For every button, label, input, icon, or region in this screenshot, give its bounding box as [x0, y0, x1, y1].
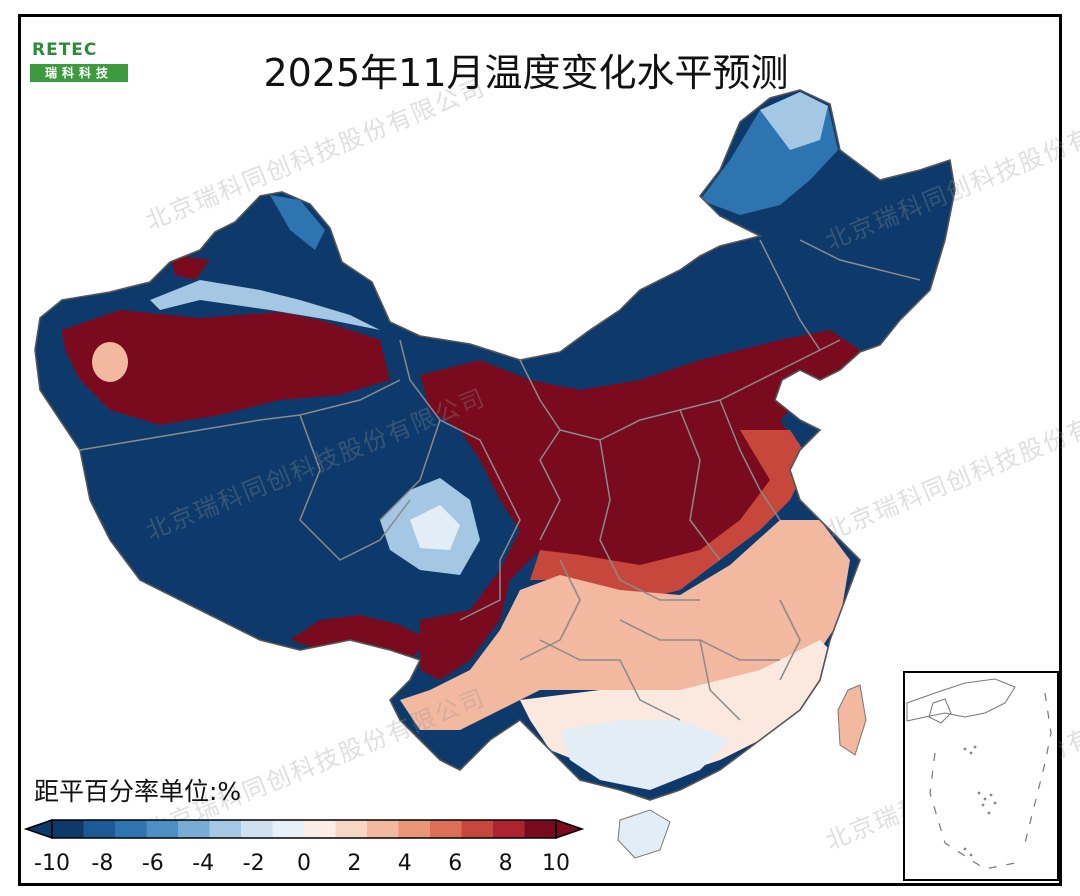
company-logo: RETEC 瑞科科技 [30, 40, 128, 84]
colorbar-segment [335, 820, 368, 838]
colorbar-tick-label: -8 [91, 851, 113, 876]
colorbar-tick-label: 8 [499, 851, 513, 876]
colorbar-segment [115, 820, 147, 838]
colorbar-segment [241, 820, 273, 838]
map-region-pale-blue-south [560, 720, 730, 790]
map-region-deep-red-north-strip [170, 255, 210, 280]
map-region-light-blue-north-xinjiang [150, 280, 380, 330]
legend-unit-label: 距平百分率单位:% [34, 777, 242, 806]
colorbar-segment [398, 820, 431, 838]
map-region-pale-hotspot [92, 342, 128, 382]
colorbar-tick-label: -6 [142, 851, 164, 876]
map-title: 2025年11月温度变化水平预测 [263, 51, 789, 95]
colorbar-arrow-high [555, 818, 585, 840]
colorbar-tick-label: 0 [297, 851, 311, 876]
colorbar-segment [524, 820, 557, 838]
colorbar-segment [178, 820, 210, 838]
logo-subtitle: 瑞科科技 [30, 64, 128, 82]
colorbar-tick-label: 4 [398, 851, 412, 876]
colorbar-segment [83, 820, 116, 838]
colorbar-ticks: -10 -8 -6 -4 -2 0 2 4 6 8 10 [34, 851, 570, 876]
taiwan-island [837, 684, 867, 756]
logo-wordmark: RETEC [32, 40, 98, 60]
colorbar-tick-label: -10 [34, 851, 70, 876]
colorbar-segment [272, 820, 305, 838]
colorbar-tick-label: 10 [542, 851, 570, 876]
colorbar-arrow-low [23, 818, 53, 840]
colorbar-tick-label: -2 [243, 851, 265, 876]
colorbar-tick-label: -4 [192, 851, 214, 876]
colorbar-segment [493, 820, 525, 838]
colorbar-tick-label: 6 [448, 851, 462, 876]
map-region-deep-red-central [420, 330, 860, 680]
map-region-light-blue-altai [270, 195, 325, 250]
province-borders [79, 239, 921, 721]
colorbar-tick-label: 2 [347, 851, 361, 876]
hainan-island [617, 809, 671, 859]
inset-map [906, 678, 1052, 870]
map-region-pale-blue-qinghai [410, 505, 460, 550]
colorbar-segment [52, 820, 84, 838]
colorbar-segments [23, 818, 585, 840]
colorbar-segment [367, 820, 399, 838]
map-region-pale-blue-northeast [760, 92, 828, 150]
map-region-red-mid [530, 430, 810, 600]
watermark-text: 北京瑞科同创科技股份有限公司 [822, 383, 1080, 545]
colorbar-segment [461, 820, 494, 838]
colorbar-segment [304, 820, 336, 838]
colorbar-border [51, 819, 557, 839]
south-china-sea-inset [903, 671, 1059, 881]
colorbar-segment [430, 820, 462, 838]
map-region-deep-red-tarim [62, 310, 390, 425]
colorbar-legend: -10 -8 -6 -4 -2 0 2 4 6 8 10 [23, 818, 585, 876]
colorbar-segment [209, 820, 242, 838]
colorbar-segment [146, 820, 179, 838]
